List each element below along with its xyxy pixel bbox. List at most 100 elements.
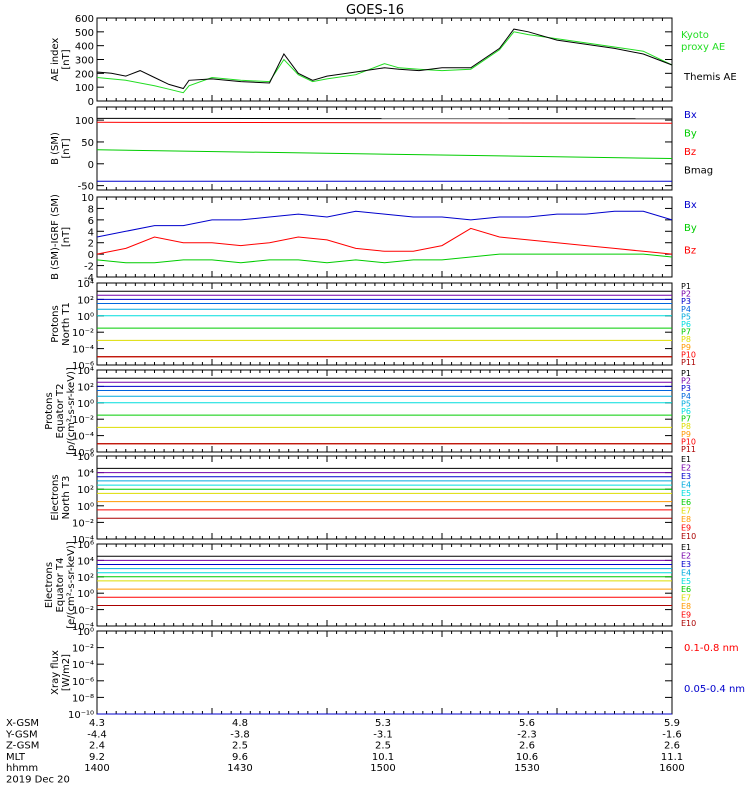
ephemeris-label: Y-GSM <box>5 729 38 740</box>
ephemeris-value: -3.8 <box>230 729 250 740</box>
ephemeris-value: 9.2 <box>89 752 105 763</box>
y-tick-label: 200 <box>75 69 94 80</box>
ephemeris-value: 1400 <box>84 763 109 774</box>
y-tick-label: 10⁻² <box>72 518 94 529</box>
ephemeris-value: 1500 <box>370 763 395 774</box>
ephemeris-value: 10.1 <box>372 752 394 763</box>
ephemeris-value: 11.1 <box>661 752 683 763</box>
y-axis-label: Xray flux <box>50 650 61 695</box>
y-axis-label: [nT] <box>61 227 72 247</box>
legend-entry: Bmag <box>684 165 713 176</box>
ephemeris-value: -2.3 <box>517 729 537 740</box>
legend-entry: 0.05-0.4 nm <box>684 684 745 695</box>
series-line-kyoto-proxy-ae <box>97 32 672 93</box>
panel-frame-3 <box>97 197 672 277</box>
ephemeris-value: -4.4 <box>87 729 107 740</box>
y-tick-label: 10⁻⁸ <box>72 693 94 704</box>
ephemeris-value: 2.6 <box>519 741 535 752</box>
y-tick-label: 10⁰ <box>77 312 94 323</box>
legend-entry: P11 <box>681 445 696 454</box>
y-axis-label: North T1 <box>61 302 72 346</box>
y-tick-label: 10² <box>77 485 94 496</box>
y-tick-label: 10² <box>77 295 94 306</box>
chart-title: GOES-16 <box>346 3 404 18</box>
y-axis-label: [W/m2] <box>61 654 72 691</box>
legend-entry: By <box>684 223 697 234</box>
y-tick-label: 10⁴ <box>77 366 94 377</box>
ephemeris-value: -1.6 <box>662 729 682 740</box>
ephemeris-value: 9.6 <box>232 752 248 763</box>
legend-entry: Themis AE <box>683 72 737 83</box>
ephemeris-value: 4.8 <box>232 718 248 729</box>
ephemeris-value: 2.6 <box>664 741 680 752</box>
y-tick-label: 8 <box>88 204 94 215</box>
y-axis-label: Protons <box>50 305 61 342</box>
ephemeris-value: 2.5 <box>375 741 391 752</box>
legend-entry: P11 <box>681 358 696 367</box>
y-tick-label: 0 <box>88 250 94 261</box>
ephemeris-value: -3.1 <box>373 729 393 740</box>
y-tick-label: 10⁰ <box>77 502 94 513</box>
y-axis-label: B (SM)-IGRF (SM) <box>50 194 61 280</box>
series-line-by <box>97 150 672 159</box>
ephemeris-value: 2.5 <box>232 741 248 752</box>
y-tick-label: 10⁴ <box>77 469 94 480</box>
y-axis-label: [nT] <box>61 138 72 158</box>
y-axis-label: Electrons <box>50 474 61 520</box>
y-axis-label: Electrons <box>44 562 55 608</box>
y-tick-label: 10⁴ <box>77 556 94 567</box>
y-tick-label: 100 <box>75 116 94 127</box>
y-tick-label: 10⁰ <box>77 627 94 638</box>
y-tick-label: 0 <box>88 160 94 171</box>
y-axis-label: Equator T4 <box>55 558 66 613</box>
panel-frame-2 <box>97 107 672 190</box>
ephemeris-value: 4.3 <box>89 718 105 729</box>
series-line-bz <box>97 228 672 254</box>
y-tick-label: 10² <box>77 382 94 393</box>
y-axis-label: Equator T2 <box>55 384 66 439</box>
y-axis-label: [e/(cm²-s-sr-keV)] <box>66 541 77 629</box>
ephemeris-value: 5.6 <box>519 718 535 729</box>
series-line-bx <box>97 211 672 237</box>
y-tick-label: 300 <box>75 56 94 67</box>
legend-entry: Bz <box>684 147 696 158</box>
y-axis-label: AE index <box>50 38 61 82</box>
y-tick-label: 10⁶ <box>77 540 94 551</box>
y-tick-label: 10⁶ <box>77 452 94 463</box>
y-tick-label: 10⁰ <box>77 399 94 410</box>
y-axis-label: Protons <box>44 392 55 429</box>
y-tick-label: 4 <box>88 227 94 238</box>
y-tick-label: 10⁴ <box>77 279 94 290</box>
panel-frame-8 <box>97 631 672 714</box>
legend-entry: Kyoto <box>681 30 709 41</box>
ephemeris-label: hhmm <box>6 763 38 774</box>
y-axis-label: [p/(cm²-s-sr-keV)] <box>66 367 77 455</box>
legend-entry: E10 <box>681 532 696 541</box>
legend-entry: proxy AE <box>681 42 725 53</box>
y-tick-label: 0 <box>88 97 94 108</box>
y-tick-label: 10⁻² <box>72 644 94 655</box>
y-tick-label: 50 <box>81 138 94 149</box>
ephemeris-value: 1600 <box>659 763 684 774</box>
y-tick-label: -2 <box>84 262 94 273</box>
y-tick-label: 500 <box>75 28 94 39</box>
y-tick-label: 10⁻⁴ <box>72 345 94 356</box>
y-tick-label: -50 <box>78 182 94 193</box>
y-axis-label: [nT] <box>61 49 72 69</box>
legend-entry: Bx <box>684 200 697 211</box>
y-tick-label: 10⁻⁶ <box>72 677 94 688</box>
y-tick-label: 100 <box>75 83 94 94</box>
ephemeris-value: 2.4 <box>89 741 105 752</box>
ephemeris-label: X-GSM <box>6 718 39 729</box>
legend-entry: Bx <box>684 110 697 121</box>
ephemeris-label: Z-GSM <box>6 741 39 752</box>
legend-entry: Bz <box>684 246 696 257</box>
ephemeris-value: 5.9 <box>664 718 680 729</box>
y-tick-label: 2 <box>88 239 94 250</box>
y-tick-label: 600 <box>75 14 94 25</box>
date-label: 2019 Dec 20 <box>6 775 70 786</box>
y-tick-label: 10⁻² <box>72 328 94 339</box>
y-tick-label: 10⁻⁴ <box>72 660 94 671</box>
